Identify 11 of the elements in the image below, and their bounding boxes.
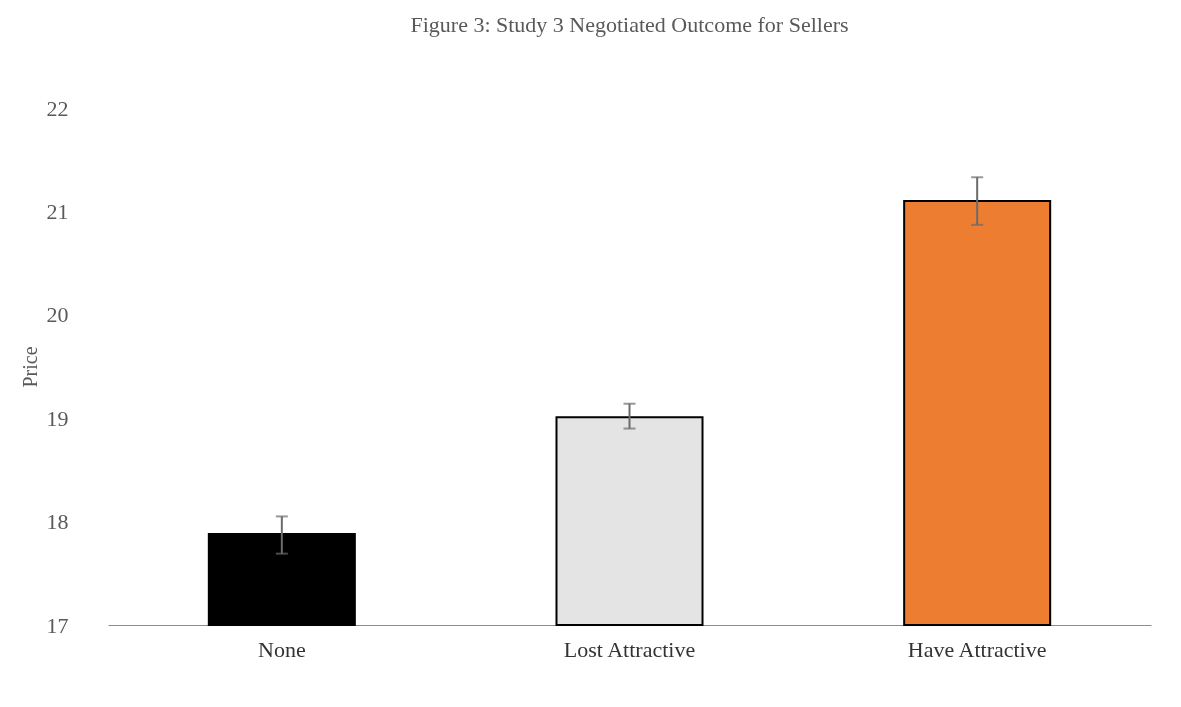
y-tick-label: 21 xyxy=(46,198,69,224)
y-tick-label: 18 xyxy=(46,509,69,535)
y-tick-label: 17 xyxy=(46,612,69,638)
x-tick-label: None xyxy=(258,636,306,662)
y-tick-label: 20 xyxy=(46,302,69,328)
x-tick-label: Have Attractive xyxy=(907,636,1047,662)
y-tick-label: 22 xyxy=(46,95,69,121)
x-tick-label: Lost Attractive xyxy=(563,636,696,662)
chart-title: Figure 3: Study 3 Negotiated Outcome for Sellers xyxy=(410,12,849,37)
y-tick-label: 19 xyxy=(46,405,69,431)
y-axis-title: Price xyxy=(18,346,41,388)
